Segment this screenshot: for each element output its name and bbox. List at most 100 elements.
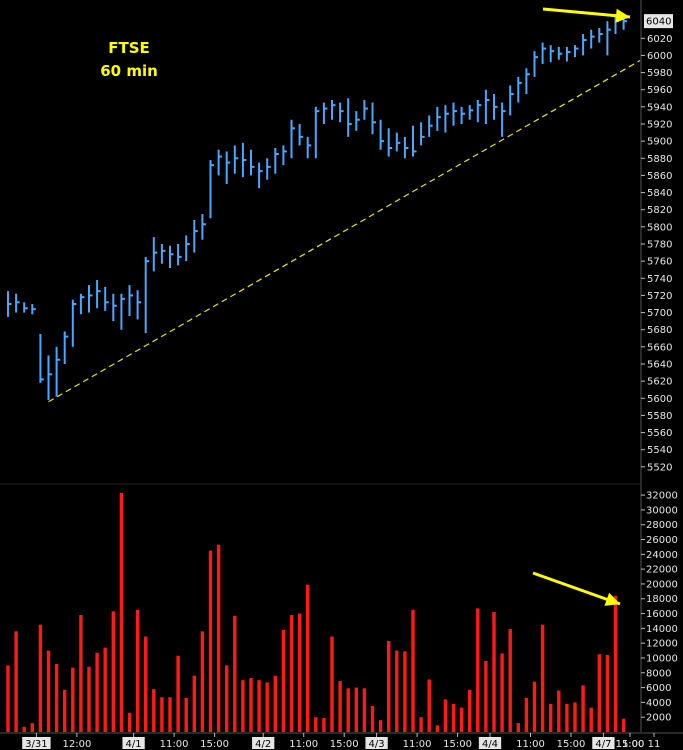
price-bar	[152, 237, 158, 272]
price-bar	[23, 302, 28, 313]
volume-tick-label: 28000	[646, 520, 678, 531]
volume-bar	[476, 608, 480, 732]
price-bar	[298, 124, 304, 146]
price-bar	[290, 119, 295, 159]
volume-bar	[443, 699, 448, 732]
chart-subtitle: 60 min	[100, 62, 158, 80]
volume-bar	[111, 611, 115, 732]
time-label: 15:00	[616, 739, 645, 750]
volume-axis: 2000 4000 6000 8000 10000 12000 14000 16000 1800…	[0, 483, 678, 724]
volume-bar	[613, 595, 618, 732]
volume-tick-label: 32000	[646, 491, 678, 502]
volume-bar	[565, 703, 569, 732]
price-bar	[565, 46, 571, 62]
volume-tick-label: 14000	[646, 624, 678, 635]
volume-bar	[516, 723, 520, 732]
volume-bar	[549, 703, 553, 732]
price-bar	[47, 355, 52, 400]
volume-bar	[200, 631, 205, 732]
price-tick-label: 5880	[647, 154, 672, 165]
volume-tick-label: 18000	[646, 594, 678, 605]
volume-bar	[451, 703, 456, 732]
price-arrow	[542, 7, 631, 23]
volume-bar	[362, 688, 367, 732]
time-label: 15:00	[200, 739, 229, 750]
volume-tick-label: 22000	[646, 565, 678, 576]
volume-arrow	[532, 571, 621, 606]
volume-bar	[411, 609, 415, 732]
price-bar	[484, 89, 490, 124]
volume-bar	[160, 697, 164, 732]
price-bar	[420, 122, 425, 146]
volume-bar	[508, 629, 512, 732]
volume-bar	[306, 584, 310, 732]
date-label-box	[592, 737, 615, 749]
price-bar	[88, 285, 93, 313]
volume-tick-label: 26000	[646, 535, 678, 546]
date-label-box	[122, 737, 145, 749]
volume-bar	[46, 650, 51, 732]
price-bar	[128, 285, 133, 316]
volume-bar	[257, 680, 261, 732]
volume-bar	[103, 647, 107, 732]
date-label-box	[365, 737, 388, 749]
volume-bar	[605, 655, 610, 732]
volume-bar	[30, 723, 34, 732]
date-label-box	[22, 737, 51, 749]
price-tick-label: 5920	[647, 120, 672, 131]
price-bar	[250, 149, 255, 176]
volume-bar	[532, 681, 537, 732]
volume-bar	[281, 629, 286, 732]
arrow-shaft	[532, 571, 621, 606]
volume-bar	[216, 544, 221, 732]
volume-bar	[225, 665, 229, 732]
price-bar	[217, 149, 223, 176]
price-bar	[582, 34, 587, 56]
volume-bar	[71, 667, 75, 732]
price-bar	[112, 293, 117, 322]
volume-bar	[135, 609, 140, 732]
price-bar	[71, 299, 77, 347]
volume-bar	[395, 650, 399, 732]
price-bar	[533, 51, 538, 77]
price-bar	[355, 111, 360, 131]
trendline-layer	[48, 60, 641, 403]
price-bar	[169, 245, 174, 268]
volume-bar	[265, 682, 269, 732]
price-bar	[274, 148, 279, 174]
volume-bar	[168, 697, 172, 732]
price-tick-label: 5720	[647, 291, 672, 302]
price-tick-label: 5780	[647, 240, 672, 251]
price-bar	[185, 235, 190, 262]
volume-tick-label: 30000	[646, 505, 678, 516]
price-bar	[363, 100, 368, 120]
volume-bar	[22, 726, 26, 732]
price-bar	[606, 21, 611, 56]
price-bar	[160, 244, 166, 264]
price-bar	[598, 28, 603, 43]
volume-tick-label: 12000	[646, 639, 678, 650]
price-bar	[493, 94, 498, 120]
volume-bar	[597, 654, 601, 732]
price-tick-label: 5940	[647, 102, 672, 113]
volume-bar	[152, 689, 156, 732]
price-bar	[436, 106, 441, 131]
price-bar	[525, 68, 530, 94]
price-tick-label: 5800	[647, 222, 672, 233]
price-tick-label: 5820	[647, 205, 672, 216]
price-bar	[403, 136, 409, 159]
date-label-box	[478, 737, 502, 749]
date-label: 4/7	[595, 739, 611, 750]
time-label: 15:00	[557, 739, 586, 750]
volume-tick-label: 8000	[646, 668, 671, 679]
price-bar	[557, 46, 563, 60]
price-bar	[428, 115, 433, 137]
price-bar	[476, 100, 482, 123]
price-bars	[7, 16, 628, 400]
volume-tick-label: 16000	[646, 609, 678, 620]
volume-tick-label: 20000	[646, 579, 678, 590]
volume-bars	[6, 492, 626, 732]
volume-bar	[87, 666, 91, 732]
